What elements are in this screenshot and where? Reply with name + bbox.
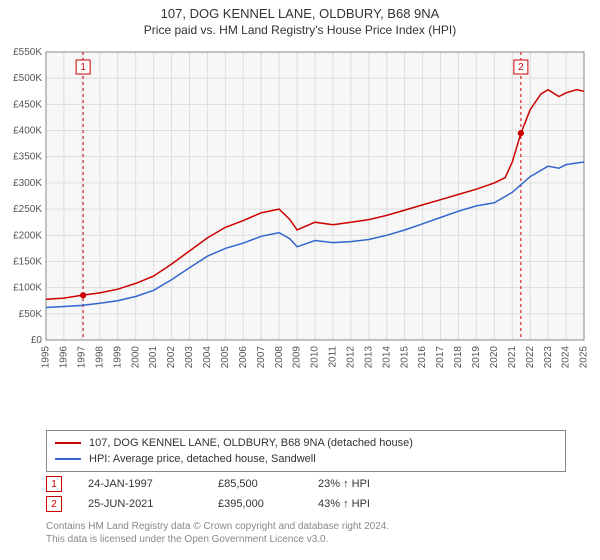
svg-text:2018: 2018 bbox=[453, 346, 464, 369]
svg-text:1997: 1997 bbox=[77, 346, 88, 369]
svg-text:2009: 2009 bbox=[292, 346, 303, 369]
svg-text:2013: 2013 bbox=[363, 346, 374, 369]
svg-text:2016: 2016 bbox=[417, 346, 428, 369]
svg-text:1995: 1995 bbox=[41, 346, 52, 369]
legend-swatch bbox=[55, 442, 81, 444]
legend-swatch bbox=[55, 458, 81, 460]
svg-text:£50K: £50K bbox=[19, 309, 43, 320]
svg-text:2025: 2025 bbox=[579, 346, 590, 369]
svg-text:2002: 2002 bbox=[166, 346, 177, 369]
sale-marker-box: 1 bbox=[46, 476, 62, 492]
table-row: 1 24-JAN-1997 £85,500 23% ↑ HPI bbox=[46, 474, 566, 494]
sale-marker-num: 1 bbox=[51, 479, 57, 490]
svg-text:2019: 2019 bbox=[471, 346, 482, 369]
legend-label: HPI: Average price, detached house, Sand… bbox=[89, 453, 316, 465]
svg-text:£200K: £200K bbox=[13, 230, 42, 241]
svg-text:1996: 1996 bbox=[59, 346, 70, 369]
svg-text:1: 1 bbox=[80, 62, 86, 73]
svg-text:2000: 2000 bbox=[130, 346, 141, 369]
svg-text:£0: £0 bbox=[31, 335, 43, 346]
chart-title-line2: Price paid vs. HM Land Registry's House … bbox=[0, 23, 600, 37]
sales-table: 1 24-JAN-1997 £85,500 23% ↑ HPI 2 25-JUN… bbox=[46, 474, 566, 514]
sale-pct-vs-hpi: 23% ↑ HPI bbox=[318, 478, 418, 490]
svg-text:2008: 2008 bbox=[274, 346, 285, 369]
svg-text:2001: 2001 bbox=[148, 346, 159, 369]
sale-date: 25-JUN-2021 bbox=[88, 498, 218, 510]
sale-price: £395,000 bbox=[218, 498, 318, 510]
svg-text:£400K: £400K bbox=[13, 126, 42, 137]
sale-date: 24-JAN-1997 bbox=[88, 478, 218, 490]
svg-text:£250K: £250K bbox=[13, 204, 42, 215]
svg-text:2021: 2021 bbox=[507, 346, 518, 369]
footer-line1: Contains HM Land Registry data © Crown c… bbox=[46, 520, 566, 533]
sale-marker-num: 2 bbox=[51, 499, 57, 510]
legend-row: HPI: Average price, detached house, Sand… bbox=[55, 451, 557, 467]
svg-text:2007: 2007 bbox=[256, 346, 267, 369]
svg-text:£550K: £550K bbox=[13, 47, 42, 58]
svg-text:2011: 2011 bbox=[328, 346, 339, 368]
table-row: 2 25-JUN-2021 £395,000 43% ↑ HPI bbox=[46, 494, 566, 514]
svg-text:2: 2 bbox=[518, 62, 524, 73]
sale-pct-vs-hpi: 43% ↑ HPI bbox=[318, 498, 418, 510]
legend-row: 107, DOG KENNEL LANE, OLDBURY, B68 9NA (… bbox=[55, 435, 557, 451]
svg-text:2003: 2003 bbox=[184, 346, 195, 369]
svg-text:£450K: £450K bbox=[13, 99, 42, 110]
chart-legend: 107, DOG KENNEL LANE, OLDBURY, B68 9NA (… bbox=[46, 430, 566, 472]
sale-marker-box: 2 bbox=[46, 496, 62, 512]
chart-title-line1: 107, DOG KENNEL LANE, OLDBURY, B68 9NA bbox=[0, 6, 600, 21]
svg-text:2006: 2006 bbox=[238, 346, 249, 369]
svg-text:2005: 2005 bbox=[220, 346, 231, 369]
chart-title-block: 107, DOG KENNEL LANE, OLDBURY, B68 9NA P… bbox=[0, 0, 600, 37]
svg-text:2010: 2010 bbox=[310, 346, 321, 369]
svg-text:2024: 2024 bbox=[561, 346, 572, 369]
svg-text:2004: 2004 bbox=[202, 346, 213, 369]
svg-text:2020: 2020 bbox=[489, 346, 500, 369]
svg-text:2022: 2022 bbox=[525, 346, 536, 369]
sale-price: £85,500 bbox=[218, 478, 318, 490]
svg-text:1999: 1999 bbox=[112, 346, 123, 369]
svg-text:£350K: £350K bbox=[13, 152, 42, 163]
chart-svg: £0 £50K £100K £150K £200K £250K £300K £350K £400… bbox=[0, 44, 600, 394]
svg-text:£300K: £300K bbox=[13, 178, 42, 189]
svg-text:2023: 2023 bbox=[543, 346, 554, 369]
svg-text:2017: 2017 bbox=[435, 346, 446, 369]
footer-attribution: Contains HM Land Registry data © Crown c… bbox=[46, 520, 566, 546]
svg-text:2012: 2012 bbox=[346, 346, 357, 369]
footer-line2: This data is licensed under the Open Gov… bbox=[46, 533, 566, 546]
legend-label: 107, DOG KENNEL LANE, OLDBURY, B68 9NA (… bbox=[89, 437, 413, 449]
svg-text:2015: 2015 bbox=[399, 346, 410, 369]
svg-text:1998: 1998 bbox=[94, 346, 105, 369]
svg-text:£500K: £500K bbox=[13, 73, 42, 84]
svg-text:£150K: £150K bbox=[13, 256, 42, 267]
svg-text:£100K: £100K bbox=[13, 283, 42, 294]
price-chart: £0 £50K £100K £150K £200K £250K £300K £350K £400… bbox=[0, 44, 600, 394]
svg-text:2014: 2014 bbox=[381, 346, 392, 369]
